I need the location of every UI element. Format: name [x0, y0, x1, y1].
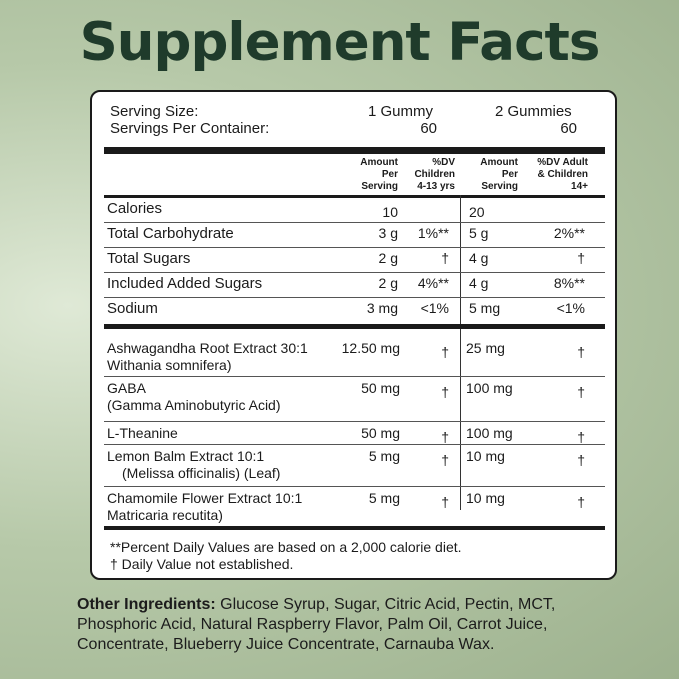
ingredient-amount-2: 100 mg	[466, 380, 513, 396]
nutrient-dv-1: 1%**	[417, 225, 449, 241]
ingredient-amount-2: 25 mg	[466, 340, 505, 356]
nutrient-dv-2: <1%	[556, 300, 585, 316]
serving-size-1: 1 Gummy	[368, 103, 434, 120]
other-ingredients-text: Glucose Syrup, Sugar, Citric Acid, Pecti…	[77, 596, 556, 653]
nutrient-dv-1: <1%	[420, 300, 449, 316]
servings-count-1: 60	[420, 120, 437, 137]
nutrient-name: Sodium	[107, 300, 158, 317]
ingredient-dv-1: †	[441, 452, 449, 468]
ingredient-amount-2: 10 mg	[466, 490, 505, 506]
nutrient-dv-2: 8%**	[553, 275, 585, 291]
ingredient-subname: Matricaria recutita)	[107, 507, 223, 523]
dagger-footnote: † Daily Value not established.	[110, 556, 294, 572]
nutrient-name: Included Added Sugars	[107, 275, 263, 292]
nutrient-amount-1: 10	[382, 204, 398, 220]
supplement-facts-panel: Serving Size: Servings Per Container: 1 …	[90, 90, 617, 580]
ingredient-dv-2: †	[577, 494, 585, 510]
ingredient-subname: (Gamma Aminobutyric Acid)	[107, 397, 281, 413]
thick-divider	[104, 147, 605, 154]
row-divider	[104, 421, 605, 422]
row-divider	[104, 297, 605, 298]
nutrient-name: Total Carbohydrate	[107, 225, 234, 242]
ingredient-dv-1: †	[441, 429, 449, 445]
page-title: Supplement Facts	[79, 12, 601, 73]
nutrient-name: Total Sugars	[107, 250, 191, 267]
serving-size-label: Serving Size:	[110, 103, 199, 120]
nutrient-dv-1: 4%**	[417, 275, 449, 291]
nutrient-dv-2: †	[577, 250, 585, 266]
row-divider	[104, 272, 605, 273]
row-divider	[104, 444, 605, 445]
ingredient-name: Chamomile Flower Extract 10:1	[107, 490, 303, 506]
ingredient-dv-1: †	[441, 344, 449, 360]
nutrient-dv-2: 2%**	[553, 225, 585, 241]
nutrient-amount-2: 5 g	[469, 225, 489, 241]
ingredient-dv-2: †	[577, 344, 585, 360]
percent-dv-footnote: **Percent Daily Values are based on a 2,…	[110, 539, 462, 555]
nutrient-amount-1: 2 g	[378, 275, 398, 291]
ingredient-dv-2: †	[577, 452, 585, 468]
nutrient-amount-2: 4 g	[469, 250, 489, 266]
servings-per-container-label: Servings Per Container:	[110, 120, 270, 137]
row-divider	[104, 376, 605, 377]
ingredient-name: GABA	[107, 380, 146, 396]
ingredient-amount-1: 50 mg	[361, 425, 400, 441]
serving-size-2: 2 Gummies	[495, 103, 572, 120]
row-divider	[104, 247, 605, 248]
ingredient-name: Ashwagandha Root Extract 30:1	[107, 340, 308, 356]
nutrient-amount-2: 5 mg	[469, 300, 501, 316]
servings-count-2: 60	[560, 120, 577, 137]
ingredient-amount-1: 5 mg	[368, 448, 400, 464]
column-separator	[460, 195, 461, 510]
header-divider	[104, 195, 605, 198]
nutrient-amount-1: 3 mg	[366, 300, 398, 316]
other-ingredients-label: Other Ingredients:	[77, 596, 216, 613]
header-dv-adult: %DV Adult & Children 14+	[537, 157, 588, 192]
header-amount-2: Amount Per Serving	[480, 157, 518, 192]
ingredient-name: L-Theanine	[107, 425, 178, 441]
nutrient-amount-2: 4 g	[469, 275, 489, 291]
ingredient-amount-2: 100 mg	[466, 425, 513, 441]
ingredient-dv-2: †	[577, 429, 585, 445]
nutrient-amount-1: 2 g	[378, 250, 398, 266]
nutrient-amount-1: 3 g	[378, 225, 398, 241]
ingredient-dv-2: †	[577, 384, 585, 400]
section-divider	[104, 324, 605, 329]
other-ingredients: Other Ingredients: Glucose Syrup, Sugar,…	[77, 595, 637, 655]
row-divider	[104, 222, 605, 223]
header-dv-children: %DV Children 4-13 yrs	[414, 157, 455, 192]
ingredient-subname: (Melissa officinalis) (Leaf)	[122, 465, 281, 481]
ingredient-amount-1: 12.50 mg	[341, 340, 400, 356]
ingredient-subname: Withania somnifera)	[107, 357, 232, 373]
ingredient-dv-1: †	[441, 494, 449, 510]
ingredient-amount-1: 5 mg	[368, 490, 400, 506]
header-amount-1: Amount Per Serving	[360, 157, 398, 192]
ingredient-amount-2: 10 mg	[466, 448, 505, 464]
row-divider	[104, 486, 605, 487]
ingredient-name: Lemon Balm Extract 10:1	[107, 448, 265, 464]
nutrient-dv-1: †	[441, 250, 449, 266]
footer-divider	[104, 526, 605, 530]
ingredient-amount-1: 50 mg	[361, 380, 400, 396]
nutrient-name: Calories	[107, 200, 163, 217]
ingredient-dv-1: †	[441, 384, 449, 400]
nutrient-amount-2: 20	[469, 204, 485, 220]
